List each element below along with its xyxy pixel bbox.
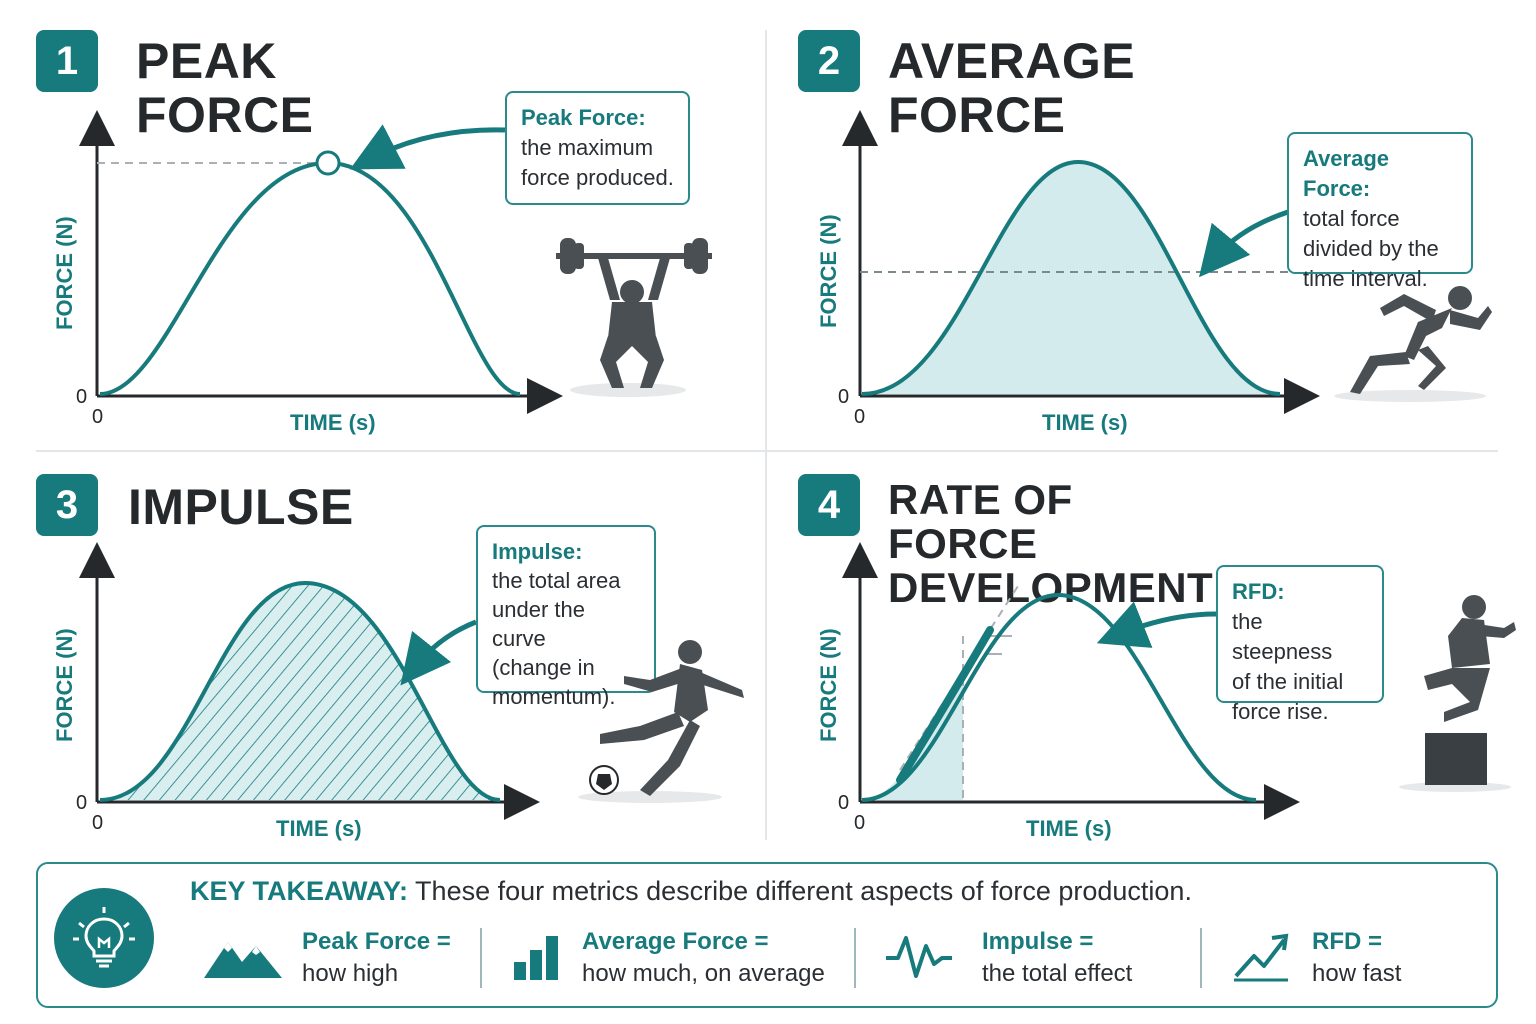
vertical-divider: [765, 30, 767, 840]
metric-separator: [854, 928, 856, 988]
callout-line: time interval.: [1303, 266, 1428, 291]
hatched-area: [100, 583, 500, 800]
y-origin-label: 0: [838, 386, 850, 408]
takeaway-headline: KEY TAKEAWAY: These four metrics describ…: [190, 876, 1192, 907]
panel-number-badge: 3: [36, 474, 98, 536]
key-takeaway-box: KEY TAKEAWAY: These four metrics describ…: [36, 862, 1498, 1008]
x-origin-label: 0: [92, 406, 104, 428]
peak-point: [315, 150, 341, 176]
callout-line: under the curve: [492, 597, 585, 651]
force-curve: [861, 592, 1257, 802]
panel-title: AVERAGE FORCE: [888, 33, 1136, 143]
callout-line: force produced.: [521, 165, 674, 190]
tangent-line: [899, 585, 1019, 771]
callout-title: Impulse:: [492, 539, 583, 564]
bar-chart-icon: [514, 936, 558, 980]
impulse-callout: Impulse: the total area under the curve …: [476, 525, 656, 709]
metric-name: Impulse =: [982, 928, 1094, 955]
metric-name: RFD =: [1312, 928, 1383, 955]
callout-line: divided by the: [1303, 236, 1439, 261]
takeaway-label: KEY TAKEAWAY:: [190, 876, 409, 906]
panel-title: PEAK FORCE: [136, 33, 314, 143]
x-origin-label: 0: [854, 406, 866, 428]
panel-number-badge: 2: [798, 30, 860, 92]
x-origin-label: 0: [92, 812, 104, 834]
callout-line: the maximum: [521, 135, 654, 160]
x-axis-label: TIME (s): [276, 816, 362, 841]
callout-arrow: [400, 619, 477, 686]
takeaway-text: These four metrics describe different as…: [408, 876, 1192, 906]
steep-rise-highlight: [896, 626, 994, 784]
rfd-callout: RFD: the steepness of the initial force …: [1216, 565, 1384, 724]
y-origin-label: 0: [76, 386, 88, 408]
x-origin-label: 0: [854, 812, 866, 834]
callout-title: RFD:: [1232, 579, 1285, 604]
mountain-peaks-icon: [204, 942, 282, 978]
panel-number-badge: 1: [36, 30, 98, 92]
metric-name: Peak Force =: [302, 928, 451, 955]
callout-line: of the initial: [1232, 669, 1344, 694]
metric-name: Average Force =: [582, 928, 769, 955]
callout-line: force rise.: [1232, 699, 1329, 724]
y-origin-label: 0: [838, 792, 850, 814]
metric-description: how fast: [1312, 960, 1402, 987]
force-curve: [861, 159, 1281, 396]
metric-separator: [1200, 928, 1202, 988]
y-origin-label: 0: [76, 792, 88, 814]
horizontal-divider: [36, 450, 1498, 452]
title-line: RATE OF FORCE: [888, 476, 1073, 567]
metric-description: how high: [302, 960, 399, 987]
trend-up-icon: [1234, 933, 1289, 982]
callout-line: the total area: [492, 568, 621, 593]
x-axis-label: TIME (s): [1026, 816, 1112, 841]
initial-rise-area: [862, 670, 963, 800]
callout-arrow: [1198, 209, 1289, 278]
area-under-curve: [862, 162, 1280, 394]
callout-title: Peak Force:: [521, 105, 646, 130]
metric-description: the total effect: [982, 960, 1133, 987]
lightbulb-icon: [54, 888, 154, 988]
callout-line: the steepness: [1232, 609, 1333, 664]
peak-force-callout: Peak Force: the maximum force produced.: [505, 91, 690, 205]
title-line: DEVELOPMENT: [888, 564, 1214, 611]
x-axis-label: TIME (s): [1042, 410, 1128, 435]
callout-line: total force: [1303, 206, 1400, 231]
average-force-callout: Average Force: total force divided by th…: [1287, 132, 1473, 291]
callout-line: momentum).: [492, 684, 616, 709]
panel-number-badge: 4: [798, 474, 860, 536]
x-axis-label: TIME (s): [290, 410, 376, 435]
panel-title: IMPULSE: [128, 479, 354, 535]
callout-title: Average Force:: [1303, 146, 1390, 201]
force-curve: [99, 580, 501, 802]
metric-description: how much, on average: [582, 960, 825, 987]
waveform-icon: [886, 936, 952, 978]
metric-separator: [480, 928, 482, 988]
callout-arrow: [349, 124, 506, 170]
panel-title: RATE OF FORCE DEVELOPMENT: [888, 478, 1213, 610]
callout-arrow: [1096, 601, 1217, 648]
callout-line: (change in: [492, 655, 595, 680]
